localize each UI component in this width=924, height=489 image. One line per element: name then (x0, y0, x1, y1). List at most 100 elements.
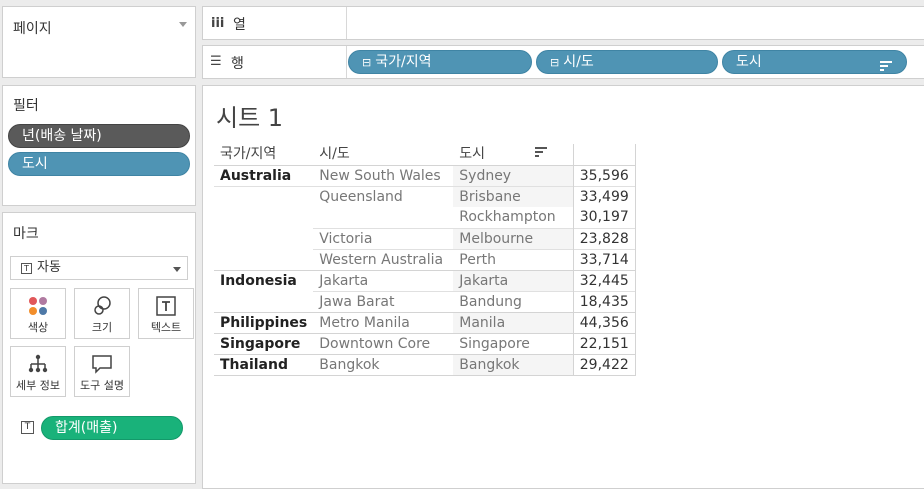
cell-value[interactable]: 44,356 (572, 312, 636, 333)
cell-country[interactable]: Philippines (220, 314, 308, 331)
cell-city[interactable]: Bangkok (453, 354, 574, 375)
row-pill-state[interactable]: ⊟ 시/도 (536, 50, 718, 74)
cell-country[interactable]: Thailand (220, 356, 288, 373)
size-button[interactable]: 크기 (74, 288, 130, 339)
cell-city[interactable]: Brisbane (453, 185, 574, 207)
marks-text-pill[interactable]: 합계(매출) (41, 416, 183, 440)
columns-icon: iii (211, 16, 225, 31)
tooltip-button[interactable]: 도구 설명 (74, 346, 130, 397)
header-city[interactable]: 도시 (453, 144, 574, 166)
cell-country[interactable]: Australia (220, 167, 292, 184)
color-icon (29, 297, 47, 315)
pages-dropdown-icon[interactable] (179, 22, 187, 27)
cell-city[interactable]: Perth (453, 248, 574, 270)
cell-state[interactable]: Jakarta (319, 272, 369, 289)
cell-value[interactable]: 32,445 (572, 270, 636, 291)
cell-city[interactable]: Jakarta (453, 270, 574, 291)
row-pill-country[interactable]: ⊟ 국가/지역 (348, 50, 532, 74)
cell-city[interactable]: Manila (453, 312, 574, 333)
cell-value[interactable]: 35,596 (572, 165, 636, 186)
pages-panel: 페이지 (2, 6, 196, 78)
table-row: Thailand Bangkok Bangkok 29,422 (214, 354, 636, 375)
text-icon (156, 296, 176, 316)
tooltip-icon (92, 355, 112, 374)
size-icon (94, 296, 111, 315)
cell-value[interactable]: 29,422 (572, 354, 636, 375)
cell-value[interactable]: 30,197 (572, 207, 636, 228)
mark-type-select[interactable]: T 자동 (10, 256, 188, 280)
crosstab: 국가/지역 시/도 도시 Australia New South Wales S… (214, 144, 636, 376)
marks-text-pill-label: 합계(매출) (55, 420, 118, 436)
cell-country[interactable] (214, 249, 313, 270)
cell-value[interactable]: 33,714 (572, 248, 636, 270)
tooltip-button-label: 도구 설명 (80, 379, 124, 392)
table-row: Indonesia Jakarta Jakarta 32,445 (214, 270, 636, 291)
sort-icon[interactable] (535, 144, 548, 164)
row-pill-city[interactable]: 도시 (722, 50, 907, 74)
filter-pill-ship-year[interactable]: 년(배송 날짜) (8, 124, 190, 148)
filter-pill-city[interactable]: 도시 (8, 152, 190, 176)
table-row: Victoria Melbourne 23,828 (214, 227, 636, 249)
header-value (572, 144, 636, 166)
table-row: Jawa Barat Bandung 18,435 (214, 290, 636, 312)
table-row: Singapore Downtown Core Singapore 22,151 (214, 333, 636, 354)
detail-icon (28, 354, 48, 373)
cell-value[interactable]: 22,151 (572, 333, 636, 354)
text-button[interactable]: 텍스트 (138, 288, 194, 339)
text-button-label: 텍스트 (150, 321, 182, 334)
marks-title: 마크 (13, 226, 39, 242)
table-row: Western Australia Perth 33,714 (214, 248, 636, 270)
rows-label: 행 (231, 56, 244, 72)
row-pill-city-label: 도시 (736, 54, 762, 70)
cell-value[interactable]: 18,435 (572, 290, 636, 312)
header-state[interactable]: 시/도 (313, 144, 454, 166)
cell-city[interactable]: Singapore (453, 333, 574, 354)
cell-state[interactable]: Jawa Barat (313, 290, 454, 312)
text-mark-icon: T (21, 263, 32, 274)
detail-button-label: 세부 정보 (16, 379, 60, 392)
cell-country[interactable] (214, 228, 313, 249)
cell-country[interactable] (214, 291, 313, 312)
cell-city[interactable]: Rockhampton (453, 207, 574, 228)
header-row: 국가/지역 시/도 도시 (214, 144, 636, 166)
cell-country[interactable] (214, 186, 313, 207)
size-button-label: 크기 (91, 321, 113, 334)
cell-state[interactable]: Victoria (313, 227, 454, 249)
row-pill-country-label: 국가/지역 (375, 54, 432, 70)
cell-city[interactable]: Melbourne (453, 227, 574, 249)
collapse-icon: ⊟ (550, 56, 560, 69)
header-country[interactable]: 국가/지역 (214, 144, 314, 166)
chevron-down-icon (173, 267, 181, 272)
cell-country[interactable]: Singapore (220, 335, 301, 352)
cell-state[interactable]: Queensland (313, 185, 454, 207)
rows-divider (346, 46, 347, 78)
color-button-label: 색상 (27, 321, 49, 334)
text-mark-icon: T (21, 421, 34, 434)
cell-city[interactable]: Sydney (453, 165, 574, 186)
columns-label: 열 (233, 17, 246, 33)
pages-title: 페이지 (13, 21, 52, 37)
cell-city[interactable]: Bandung (453, 290, 574, 312)
collapse-icon: ⊟ (362, 56, 372, 69)
table-row: Queensland Brisbane 33,499 (214, 185, 636, 207)
cell-state[interactable]: Downtown Core (319, 335, 431, 352)
filters-title: 필터 (13, 98, 39, 114)
header-city-label: 도시 (459, 146, 486, 163)
table-row: Australia New South Wales Sydney 35,596 (214, 165, 636, 186)
cell-value[interactable]: 23,828 (572, 227, 636, 249)
cell-state[interactable]: New South Wales (319, 167, 441, 184)
cell-value[interactable]: 33,499 (572, 185, 636, 207)
cell-state[interactable]: Metro Manila (319, 314, 410, 331)
filter-pill-ship-year-label: 년(배송 날짜) (22, 128, 102, 144)
cell-state[interactable]: Western Australia (313, 248, 454, 270)
filter-pill-city-label: 도시 (22, 156, 48, 172)
detail-button[interactable]: 세부 정보 (10, 346, 66, 397)
cell-country[interactable] (214, 207, 313, 228)
sort-descending-icon[interactable] (880, 57, 892, 73)
cell-country[interactable]: Indonesia (220, 272, 297, 289)
cell-state[interactable] (313, 207, 453, 228)
cell-state[interactable]: Bangkok (319, 356, 380, 373)
color-button[interactable]: 색상 (10, 288, 66, 339)
columns-drop-area[interactable] (346, 7, 347, 39)
rows-icon: ☰ (210, 54, 222, 69)
